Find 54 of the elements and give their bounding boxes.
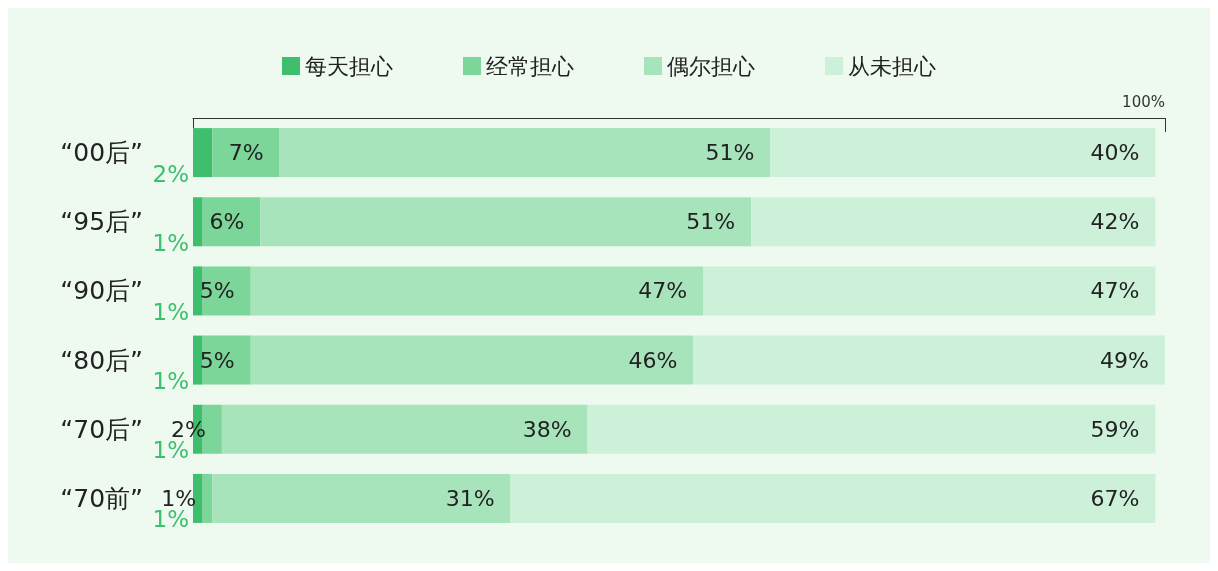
bar: [202, 473, 213, 523]
bar: [279, 128, 771, 178]
bar: [212, 473, 511, 523]
legend-label: 偶尔担心: [667, 53, 755, 79]
data-label: 47%: [1090, 278, 1140, 304]
y-tick-label: “80后”: [60, 345, 143, 375]
bar: [193, 266, 203, 316]
y-tick-label: “70前”: [60, 483, 143, 513]
data-label: 42%: [1090, 209, 1140, 235]
data-label: 5%: [199, 347, 235, 373]
bar: [587, 404, 1156, 454]
data-label: 47%: [638, 278, 688, 304]
data-label: 1%: [152, 298, 189, 325]
bar: [221, 404, 588, 454]
bar: [703, 266, 1156, 316]
bar: [202, 335, 251, 385]
data-label: 1%: [152, 229, 189, 256]
bar: [250, 266, 704, 316]
bar: [510, 473, 1156, 523]
bar: [193, 335, 203, 385]
data-label: 49%: [1100, 347, 1149, 373]
bar: [260, 197, 752, 247]
bar: [212, 128, 280, 178]
bar: [193, 128, 213, 178]
data-label: 2%: [152, 160, 189, 187]
data-label: 31%: [445, 485, 495, 511]
legend-label: 从未担心: [848, 53, 936, 79]
data-label: 1%: [152, 437, 189, 464]
legend-label: 每天担心: [305, 53, 393, 79]
text: 100%: [1122, 92, 1166, 111]
bar: [751, 197, 1156, 247]
data-label: 5%: [199, 278, 235, 304]
data-label: 6%: [209, 209, 245, 235]
bar: [193, 473, 203, 523]
data-label: 7%: [228, 140, 264, 166]
bar: [250, 335, 694, 385]
data-label: 59%: [1090, 416, 1140, 442]
data-label: 40%: [1090, 140, 1140, 166]
data-label: 1%: [152, 368, 189, 395]
data-label: 67%: [1090, 485, 1140, 511]
bar: [193, 197, 203, 247]
y-tick-label: “00后”: [60, 138, 143, 168]
data-label: 51%: [686, 209, 736, 235]
data-label: 51%: [705, 140, 755, 166]
y-tick-label: “70后”: [60, 414, 143, 444]
data-label: 1%: [152, 506, 189, 533]
bar: [693, 335, 1165, 385]
bar: [202, 266, 251, 316]
data-label: 38%: [522, 416, 572, 442]
y-tick-label: “90后”: [60, 276, 143, 306]
data-label: 46%: [628, 347, 678, 373]
bar: [770, 128, 1156, 178]
y-tick-label: “95后”: [60, 207, 143, 237]
legend-label: 经常担心: [486, 53, 574, 79]
